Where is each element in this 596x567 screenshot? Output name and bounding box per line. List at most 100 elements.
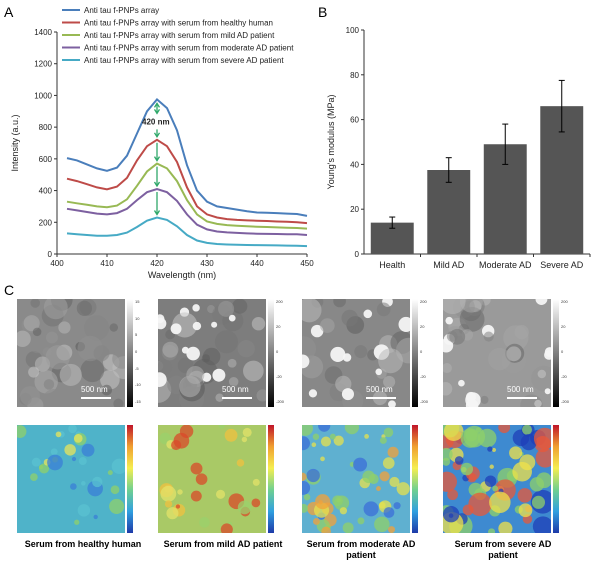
modulus-texture [489, 491, 511, 514]
afm-texture [20, 386, 40, 407]
afm-texture [228, 376, 239, 387]
afm-texture [302, 354, 310, 369]
afm-texture [201, 354, 211, 363]
modulus-texture [175, 504, 181, 509]
scale-bar-label: 500 nm [366, 385, 393, 394]
modulus-texture [382, 457, 395, 469]
y-tick-label: 200 [39, 218, 53, 227]
afm-texture [59, 363, 82, 386]
modulus-texture [320, 436, 332, 447]
afm-texture [398, 316, 410, 332]
modulus-texture [302, 481, 311, 495]
peak-arrowhead [153, 132, 161, 139]
modulus-texture [518, 503, 533, 518]
x-tick-label: 430 [200, 259, 214, 268]
afm-texture [458, 379, 465, 387]
colorbar-tick: -200 [276, 399, 285, 404]
afm-texture [378, 348, 403, 374]
modulus-texture [64, 444, 76, 456]
grayscale-colorbar [412, 299, 418, 407]
peak-annotation: 420 nm [142, 117, 170, 126]
y-axis-label: Young's modulus (MPa) [326, 95, 336, 190]
afm-texture [544, 388, 551, 395]
modulus-map-0 [17, 425, 125, 533]
colorbar-tick: 200 [420, 299, 427, 304]
afm-texture [335, 375, 352, 393]
modulus-texture [50, 448, 58, 456]
panel-label-b: B [318, 4, 328, 20]
afm-texture [376, 302, 391, 317]
color-scale-bar [127, 425, 133, 533]
modulus-texture [111, 458, 125, 474]
x-category-label: Mild AD [433, 260, 465, 270]
afm-texture [224, 384, 241, 401]
modulus-texture [454, 456, 464, 465]
colorbar-tick: -20 [420, 374, 426, 379]
modulus-texture [302, 472, 307, 482]
modulus-map-2 [302, 425, 410, 533]
modulus-map-3 [443, 425, 551, 533]
afm-texture [330, 346, 346, 362]
modulus-texture [498, 425, 511, 434]
modulus-texture [489, 464, 494, 469]
x-tick-label: 420 [150, 259, 164, 268]
modulus-texture [74, 519, 80, 525]
modulus-texture [383, 427, 394, 438]
afm-texture [30, 299, 40, 308]
series-line-3 [66, 187, 308, 236]
modulus-texture [357, 517, 365, 525]
modulus-texture [242, 427, 252, 437]
modulus-texture [302, 425, 313, 436]
colorbar-tick: -20 [561, 374, 567, 379]
afm-texture [232, 299, 248, 314]
scale-bar [507, 397, 537, 399]
grayscale-colorbar [268, 299, 274, 407]
afm-texture [256, 389, 266, 402]
modulus-texture [17, 425, 27, 438]
afm-texture [84, 315, 110, 341]
modulus-texture [190, 490, 202, 502]
modulus-texture [93, 514, 98, 520]
afm-image-3: 500 nm [443, 299, 551, 407]
modulus-texture [107, 470, 113, 476]
afm-texture [302, 299, 322, 323]
modulus-texture [520, 434, 537, 451]
grayscale-colorbar [127, 299, 133, 407]
legend-label-3: Anti tau f-PNPs array with serum from mo… [84, 44, 294, 53]
colorbar-tick: 0 [561, 349, 564, 354]
colorbar-tick: 200 [276, 299, 283, 304]
modulus-texture [532, 516, 551, 533]
modulus-texture [190, 462, 203, 475]
scale-bar-label: 500 nm [81, 385, 108, 394]
modulus-texture [443, 471, 457, 492]
afm-texture [537, 369, 547, 379]
afm-texture [319, 318, 335, 333]
modulus-texture [487, 446, 493, 452]
x-category-label: Moderate AD [479, 260, 532, 270]
series-line-0 [66, 97, 308, 217]
modulus-texture [488, 528, 496, 533]
colorbar-tick: 0 [135, 349, 138, 354]
afm-texture [446, 331, 458, 342]
modulus-texture [160, 485, 177, 502]
afm-texture [243, 360, 264, 382]
x-tick-label: 400 [50, 259, 64, 268]
modulus-texture [448, 513, 454, 518]
afm-texture [113, 398, 124, 407]
colorbar-tick: -5 [135, 365, 139, 371]
afm-texture [158, 372, 167, 387]
colorbar-tick: -15 [135, 399, 141, 404]
afm-texture [445, 316, 453, 325]
modulus-texture [81, 443, 95, 457]
y-tick-label: 20 [350, 205, 359, 214]
afm-texture [341, 388, 354, 401]
panel-label-a: A [4, 4, 14, 20]
colorbar-tick: -200 [561, 399, 570, 404]
afm-texture [46, 331, 58, 344]
afm-texture [158, 317, 167, 330]
modulus-texture [38, 464, 44, 470]
afm-texture [535, 299, 548, 306]
scale-bar-label: 500 nm [222, 385, 249, 394]
afm-texture [443, 299, 466, 315]
modulus-texture [396, 482, 410, 496]
